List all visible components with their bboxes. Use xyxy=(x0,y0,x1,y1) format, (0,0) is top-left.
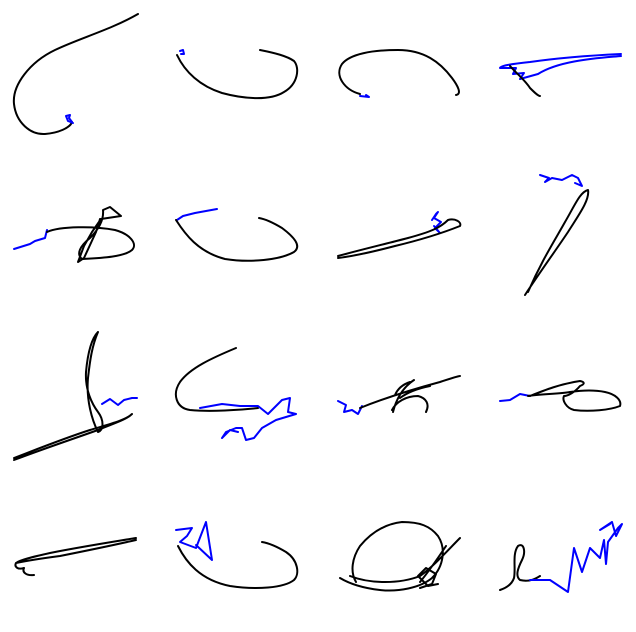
sketch-scribbled-oval xyxy=(339,521,461,592)
sketch-diagonal-spike xyxy=(524,174,590,296)
sketch-hook-with-zigzag xyxy=(174,347,297,441)
sketch-scribble-lines xyxy=(499,53,622,97)
sketch-long-dash xyxy=(14,537,137,577)
sketch-flat-swoosh xyxy=(337,211,462,259)
sketch-cross-stroke xyxy=(13,331,138,461)
sketch-fan-strokes xyxy=(337,375,461,415)
sketch-knot-with-line xyxy=(13,206,135,263)
sketch-u-curve-short xyxy=(175,208,299,262)
sketch-u-with-triangle xyxy=(175,521,299,589)
sketch-zigzag-wave xyxy=(499,521,623,593)
sketch-dome-curve xyxy=(338,49,460,98)
sketch-hook-curve xyxy=(12,13,139,136)
sketch-u-curve xyxy=(176,49,299,100)
sketch-loop-lines xyxy=(499,380,622,412)
